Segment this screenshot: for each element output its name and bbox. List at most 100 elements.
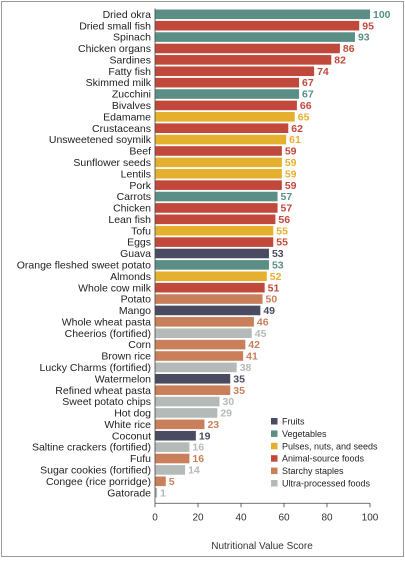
bar (155, 168, 282, 179)
bar-row: Sugar cookies (fortified) 14 (40, 465, 200, 477)
category-label: Lucky Charms (fortified) (40, 362, 151, 374)
legend-label: Starchy staples (282, 466, 344, 476)
legend-swatch (271, 455, 278, 462)
bar-row: Whole wheat pasta 46 (62, 316, 269, 328)
bar-row: Coconut 19 (112, 430, 211, 442)
category-label: Dried okra (103, 9, 152, 21)
category-label: Coconut (112, 430, 151, 442)
bar-row: Guava 53 (120, 248, 284, 260)
bar (155, 248, 269, 259)
bar (155, 419, 205, 430)
bar (155, 305, 261, 316)
category-label: Cheerios (fortified) (65, 328, 151, 340)
bar (155, 487, 158, 498)
category-label: Lean fish (108, 214, 151, 226)
category-label: Zucchini (112, 89, 151, 101)
bar-row: Cheerios (fortified) 45 (65, 328, 267, 340)
bar (155, 157, 282, 168)
bar (155, 89, 300, 99)
bar (155, 20, 360, 31)
value-label: 14 (188, 465, 200, 477)
bar-row: Watermelon 35 (95, 373, 245, 385)
bar-row: Dried okra 100 (103, 9, 391, 21)
bar-row: Chicken organs 86 (78, 43, 355, 55)
legend-label: Ultra-processed foods (282, 479, 371, 489)
value-label: 38 (240, 362, 252, 374)
value-label: 59 (285, 157, 297, 169)
category-label: Almonds (110, 271, 151, 283)
bar (155, 237, 274, 247)
value-label: 41 (246, 351, 258, 363)
value-label: 16 (192, 453, 204, 465)
bar (155, 408, 218, 418)
category-label: Chicken organs (78, 43, 151, 55)
category-label: Sunflower seeds (73, 157, 151, 169)
bar (155, 351, 244, 361)
bar-row: Mango 49 (119, 305, 275, 317)
value-label: 5 (169, 476, 175, 488)
value-label: 82 (334, 54, 346, 66)
bar-row: Almonds 52 (110, 271, 281, 283)
value-label: 93 (358, 32, 370, 44)
category-label: Refined wheat pasta (55, 385, 151, 397)
value-label: 62 (291, 123, 303, 135)
bar (155, 43, 340, 54)
bar (155, 282, 265, 293)
bar-row: Potato 50 (121, 294, 278, 306)
category-label: Tofu (131, 225, 151, 237)
category-label: Whole wheat pasta (62, 316, 151, 328)
value-label: 57 (281, 191, 293, 203)
category-label: Whole cow milk (78, 282, 152, 294)
value-label: 23 (207, 419, 219, 431)
bar (155, 203, 278, 213)
value-label: 86 (343, 43, 355, 55)
bar (155, 77, 300, 88)
category-label: Congee (rice porridge) (46, 476, 151, 488)
bar (155, 373, 231, 384)
legend-label: Animal-source foods (282, 454, 365, 464)
bar-row: Dried small fish 95 (79, 20, 374, 32)
category-label: Crustaceans (92, 123, 151, 135)
category-label: Beef (129, 146, 151, 158)
bar-row: Eggs 55 (127, 237, 288, 249)
bar-row: Zucchini 67 (112, 89, 314, 101)
value-label: 56 (278, 214, 290, 226)
category-label: Carrots (117, 191, 151, 203)
bar (155, 55, 332, 65)
bar (155, 385, 231, 395)
bar (155, 180, 282, 190)
value-label: 59 (285, 168, 297, 180)
bar (155, 294, 263, 304)
value-label: 67 (302, 77, 314, 89)
value-label: 61 (289, 134, 301, 146)
value-label: 55 (276, 225, 288, 237)
bar-row: Lean fish 56 (108, 214, 290, 226)
category-label: Corn (128, 339, 151, 351)
category-label: Lentils (121, 168, 151, 180)
bar (155, 146, 282, 156)
bar-row: Fufu 16 (130, 453, 204, 465)
category-label: Eggs (127, 237, 151, 249)
bar (155, 362, 237, 373)
bar-row: Saltine crackers (fortified) 16 (32, 442, 204, 454)
bar (155, 66, 315, 77)
value-label: 50 (266, 294, 278, 306)
value-label: 16 (192, 442, 204, 454)
category-label: Fufu (130, 453, 151, 465)
bar-row: Tofu 55 (131, 225, 288, 237)
category-label: Mango (119, 305, 151, 317)
x-axis: 0 20 40 60 80 100 (152, 8, 379, 523)
legend: Fruits Vegetables Pulses, nuts, and seeds A… (271, 417, 378, 489)
category-label: Saltine crackers (fortified) (32, 442, 151, 454)
legend-swatch (271, 430, 278, 437)
bar-row: Carrots 57 (117, 191, 293, 203)
bar-row: Chicken 57 (113, 203, 292, 215)
value-label: 95 (362, 20, 374, 32)
category-label: Hot dog (114, 408, 151, 420)
category-label: Orange fleshed sweet potato (17, 259, 151, 271)
x-tick-label: 80 (321, 512, 333, 523)
category-label: White rice (104, 419, 151, 431)
bar (155, 225, 274, 236)
category-label: Potato (121, 294, 152, 306)
bar (155, 396, 220, 407)
